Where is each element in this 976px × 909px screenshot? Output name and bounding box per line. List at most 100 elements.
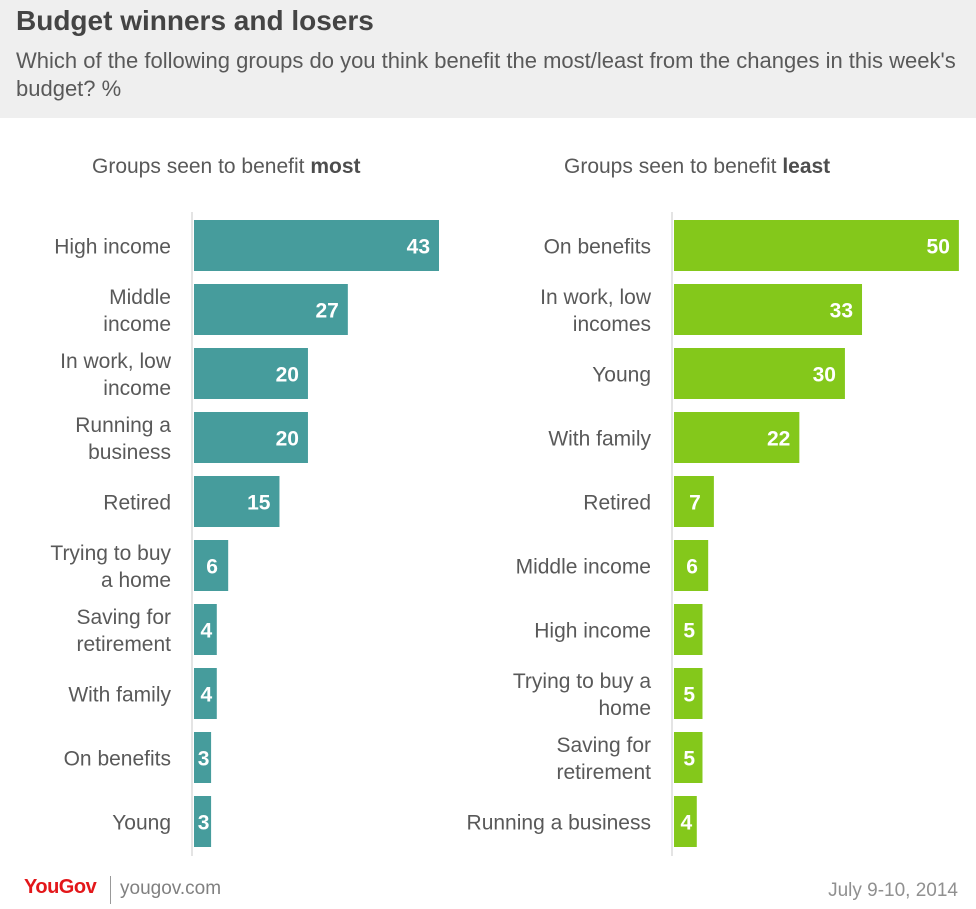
- least-value-label: 30: [813, 364, 836, 387]
- least-category-line: Saving for: [556, 734, 651, 757]
- least-bar: [674, 668, 703, 719]
- most-value-label: 3: [198, 748, 210, 771]
- most-category-line: income: [103, 313, 171, 336]
- least-category-line: On benefits: [544, 236, 651, 259]
- least-value-label: 6: [686, 556, 698, 579]
- most-category-label: Trying to buy a home: [50, 542, 171, 592]
- most-category-line: a home: [101, 569, 171, 592]
- most-category-line: business: [88, 441, 171, 464]
- least-category-label: Young: [592, 364, 651, 387]
- most-heading-prefix: Groups seen to benefit: [92, 155, 311, 178]
- chart-subtitle: Which of the following groups do you thi…: [16, 48, 956, 101]
- most-category-line: Retired: [103, 492, 171, 515]
- least-bar: [674, 732, 703, 783]
- least-category-line: Running a business: [467, 812, 651, 835]
- least-benefit-chart: 50 On benefits 33 In work, low incomes 30 Youn…: [467, 212, 959, 856]
- least-category-label: In work, low incomes: [540, 286, 652, 336]
- least-value-label: 4: [681, 812, 693, 835]
- least-category-line: In work, low: [540, 286, 652, 309]
- least-category-line: Retired: [583, 492, 651, 515]
- least-category-label: Running a business: [467, 812, 651, 835]
- most-bar: [194, 284, 348, 335]
- least-category-label: Trying to buy a home: [513, 670, 651, 720]
- least-value-label: 7: [689, 492, 701, 515]
- most-value-label: 4: [201, 684, 213, 707]
- most-benefit-panel: Groups seen to benefit most 43 High incom…: [0, 140, 488, 860]
- least-category-line: Middle income: [516, 556, 651, 579]
- most-heading-bold: most: [310, 155, 361, 178]
- least-bar: [674, 412, 800, 463]
- most-category-label: Middle income: [103, 286, 171, 336]
- least-category-label: Middle income: [516, 556, 651, 579]
- most-category-line: income: [103, 377, 171, 400]
- least-value-label: 5: [683, 748, 695, 771]
- most-category-line: Saving for: [76, 606, 171, 629]
- footer-site[interactable]: yougov.com: [120, 878, 222, 899]
- most-value-label: 20: [276, 428, 299, 451]
- least-value-label: 5: [683, 684, 695, 707]
- most-category-line: Trying to buy: [50, 542, 171, 565]
- most-value-label: 6: [206, 556, 218, 579]
- most-value-label: 3: [198, 812, 210, 835]
- chart-title: Budget winners and losers: [16, 5, 374, 36]
- least-benefit-heading: Groups seen to benefit least: [564, 155, 830, 179]
- least-bar: [674, 796, 697, 847]
- least-category-label: Saving for retirement: [556, 734, 651, 784]
- most-category-line: Young: [112, 812, 171, 835]
- least-category-line: home: [598, 697, 651, 720]
- most-category-label: Young: [112, 812, 171, 835]
- most-bar: [194, 476, 280, 527]
- most-category-label: With family: [68, 684, 171, 707]
- least-bar: [674, 220, 959, 271]
- least-category-line: retirement: [556, 761, 651, 784]
- least-value-label: 50: [927, 236, 950, 259]
- chart-header: Budget winners and losers Which of the f…: [0, 0, 976, 118]
- most-bar: [194, 220, 439, 271]
- least-category-line: Young: [592, 364, 651, 387]
- most-category-line: In work, low: [60, 350, 172, 373]
- most-category-line: Middle: [109, 286, 171, 309]
- most-category-line: On benefits: [64, 748, 171, 771]
- most-benefit-heading: Groups seen to benefit most: [92, 155, 361, 179]
- most-category-label: In work, low income: [60, 350, 172, 400]
- most-category-label: Saving for retirement: [76, 606, 171, 656]
- most-value-label: 15: [247, 492, 271, 515]
- least-heading-prefix: Groups seen to benefit: [564, 155, 783, 178]
- most-category-label: Retired: [103, 492, 171, 515]
- least-category-line: With family: [548, 428, 651, 451]
- most-bar: [194, 540, 229, 591]
- most-category-line: Running a: [75, 414, 171, 437]
- least-bar: [674, 284, 863, 335]
- least-bar: [674, 540, 709, 591]
- most-category-label: On benefits: [64, 748, 171, 771]
- most-category-line: retirement: [76, 633, 171, 656]
- least-category-label: Retired: [583, 492, 651, 515]
- yougov-logo: YouGov: [24, 876, 97, 898]
- least-bar: [674, 348, 845, 399]
- most-bar: [194, 796, 212, 847]
- least-value-label: 33: [830, 300, 853, 323]
- least-category-label: High income: [534, 620, 651, 643]
- most-category-line: With family: [68, 684, 171, 707]
- footer-date: July 9-10, 2014: [828, 880, 958, 901]
- least-value-label: 22: [767, 428, 790, 451]
- least-category-line: Trying to buy a: [513, 670, 651, 693]
- most-category-line: High income: [54, 236, 171, 259]
- least-bar: [674, 604, 703, 655]
- most-category-label: Running a business: [75, 414, 171, 464]
- least-bar: [674, 476, 714, 527]
- most-bar: [194, 668, 217, 719]
- most-value-label: 20: [276, 364, 299, 387]
- least-heading-bold: least: [782, 155, 831, 178]
- most-value-label: 27: [315, 300, 338, 323]
- most-bar: [194, 604, 217, 655]
- most-bar: [194, 732, 212, 783]
- most-value-label: 43: [407, 236, 430, 259]
- most-category-label: High income: [54, 236, 171, 259]
- least-benefit-panel: Groups seen to benefit least 50 On benefi…: [467, 140, 976, 860]
- most-value-label: 4: [201, 620, 213, 643]
- least-category-line: incomes: [573, 313, 651, 336]
- least-category-line: High income: [534, 620, 651, 643]
- most-bar: [194, 412, 308, 463]
